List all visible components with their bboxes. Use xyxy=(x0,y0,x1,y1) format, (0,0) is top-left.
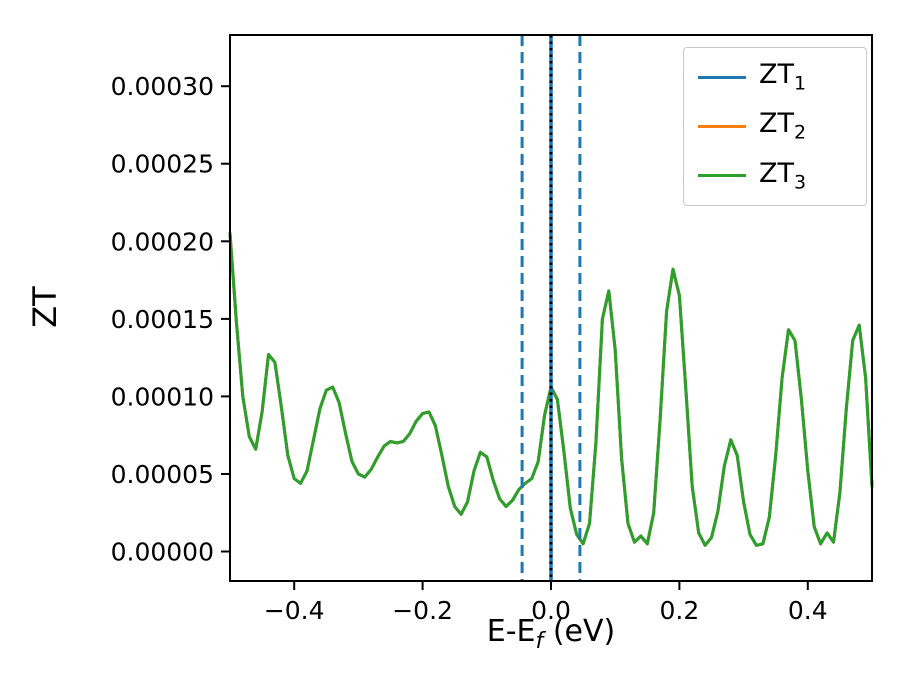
legend-item-ZT_1: ZT1 xyxy=(698,60,848,94)
x-tick-label: 0.0 xyxy=(531,596,571,625)
y-tick-label: 0.00030 xyxy=(111,72,214,101)
legend-label: ZT3 xyxy=(759,157,807,193)
x-axis-label-subscript: f xyxy=(535,629,544,654)
y-tick-label: 0.00020 xyxy=(111,227,214,256)
y-tick-label: 0.00000 xyxy=(111,538,214,567)
legend-item-ZT_3: ZT3 xyxy=(698,157,848,193)
x-axis-label: E-Ef (eV) xyxy=(230,614,872,654)
x-tick-label: −0.4 xyxy=(264,596,325,625)
x-axis-label-main: E-E xyxy=(486,614,536,649)
legend-line-swatch xyxy=(698,75,746,79)
y-axis-label: ZT xyxy=(26,286,64,328)
y-tick-label: 0.00015 xyxy=(111,305,214,334)
y-tick-label: 0.00005 xyxy=(111,460,214,489)
legend-label: ZT1 xyxy=(759,59,807,95)
legend-item-ZT_2: ZT2 xyxy=(698,109,848,143)
legend-line-swatch xyxy=(698,174,746,178)
x-tick-label: 0.4 xyxy=(788,596,828,625)
legend-line-swatch xyxy=(698,124,746,128)
y-tick-label: 0.00010 xyxy=(111,382,214,411)
y-tick-label: 0.00025 xyxy=(111,150,214,179)
x-tick-label: 0.2 xyxy=(660,596,700,625)
legend: ZT1 ZT2 ZT3 xyxy=(683,47,867,206)
legend-label: ZT2 xyxy=(759,108,807,144)
x-tick-label: −0.2 xyxy=(392,596,453,625)
x-axis-label-unit: (eV) xyxy=(543,614,616,649)
